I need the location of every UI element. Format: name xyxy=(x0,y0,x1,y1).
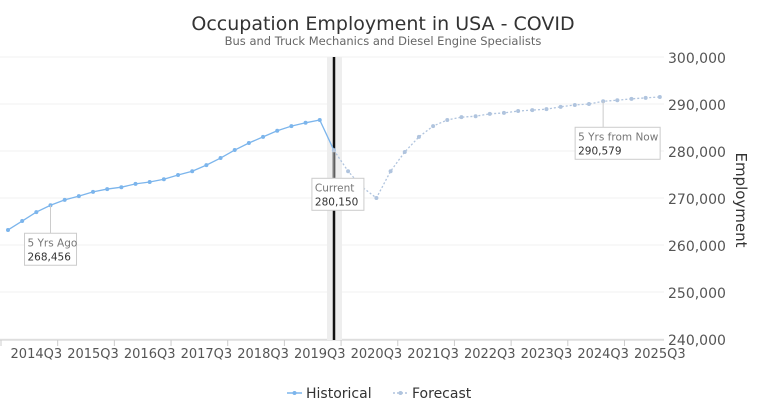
series-line-forecast xyxy=(333,96,660,199)
data-point-historical xyxy=(261,134,266,139)
data-point-historical xyxy=(190,169,195,174)
x-tick-label: 2017Q3 xyxy=(181,347,233,362)
data-point-forecast xyxy=(643,95,648,100)
data-point-historical xyxy=(34,210,39,215)
x-tick-label: 2014Q3 xyxy=(11,347,63,362)
annotation-box xyxy=(311,177,365,211)
y-tick-label: 280,000 xyxy=(668,145,726,161)
data-point-forecast xyxy=(445,117,450,122)
data-point-historical xyxy=(204,163,209,168)
data-point-historical xyxy=(105,187,110,192)
data-point-historical xyxy=(232,148,237,153)
x-tick-label: 2016Q3 xyxy=(124,347,176,362)
data-point-forecast xyxy=(530,108,535,113)
data-point-forecast xyxy=(416,134,421,139)
data-point-historical xyxy=(119,185,124,190)
x-tick-label: 2024Q3 xyxy=(577,347,629,362)
data-point-historical xyxy=(246,141,251,146)
data-point-forecast xyxy=(501,110,506,115)
y-tick-label: 270,000 xyxy=(668,192,726,208)
annotation-value: 290,579 xyxy=(578,145,621,157)
legend-forecast[interactable]: Forecast xyxy=(393,386,472,402)
data-point-forecast xyxy=(431,124,436,129)
data-point-forecast xyxy=(402,149,407,154)
legend-forecast-marker xyxy=(398,391,403,395)
annotation-value: 280,150 xyxy=(315,196,358,208)
legend-forecast-label: Forecast xyxy=(412,386,472,402)
data-point-forecast xyxy=(544,107,549,112)
chart-subtitle: Bus and Truck Mechanics and Diesel Engin… xyxy=(225,34,542,48)
data-point-forecast xyxy=(657,94,662,99)
data-point-forecast xyxy=(572,102,577,107)
data-point-forecast xyxy=(586,102,591,106)
data-point-historical xyxy=(317,117,322,122)
chart-title: Occupation Employment in USA - COVID xyxy=(191,13,574,35)
data-point-historical xyxy=(275,128,280,133)
data-point-forecast xyxy=(615,98,620,103)
y-tick-label: 250,000 xyxy=(668,286,726,302)
y-tick-label: 240,000 xyxy=(668,333,726,349)
legend-historical-label: Historical xyxy=(306,386,372,402)
annotation-box xyxy=(24,232,78,266)
data-point-forecast xyxy=(388,169,393,174)
x-tick-label: 2019Q3 xyxy=(294,347,346,362)
data-point-forecast xyxy=(516,109,521,114)
data-point-historical xyxy=(62,197,67,202)
x-tick-label: 2015Q3 xyxy=(67,347,119,362)
x-tick-label: 2021Q3 xyxy=(407,347,459,362)
data-point-forecast xyxy=(374,196,379,200)
y-tick-label: 300,000 xyxy=(668,51,726,67)
data-point-historical xyxy=(20,219,25,224)
legend-historical[interactable]: Historical xyxy=(287,386,372,402)
data-point-forecast xyxy=(473,114,478,119)
data-point-historical xyxy=(176,172,181,177)
data-point-historical xyxy=(91,189,96,194)
data-point-historical xyxy=(303,120,308,125)
data-point-historical xyxy=(6,227,10,232)
annotation-label: 5 Yrs Ago xyxy=(28,237,78,249)
annotation-box xyxy=(574,126,661,160)
x-tick-label: 2018Q3 xyxy=(237,347,289,362)
data-point-forecast xyxy=(346,169,351,174)
annotation-label: 5 Yrs from Now xyxy=(578,131,659,143)
series-line-historical xyxy=(7,119,335,231)
legend-historical-marker xyxy=(292,391,297,395)
data-point-forecast xyxy=(629,96,634,101)
x-tick-label: 2020Q3 xyxy=(351,347,403,362)
x-tick-label: 2023Q3 xyxy=(521,347,573,362)
data-point-historical xyxy=(161,177,166,182)
data-point-historical xyxy=(218,156,223,161)
y-axis-label: Employment xyxy=(732,152,750,247)
data-point-historical xyxy=(133,181,138,186)
data-point-forecast xyxy=(558,104,563,109)
y-tick-label: 290,000 xyxy=(668,98,726,114)
data-point-forecast xyxy=(459,115,464,120)
data-point-forecast xyxy=(487,111,492,116)
data-point-historical xyxy=(76,194,81,199)
data-point-historical xyxy=(147,180,152,185)
x-tick-label: 2022Q3 xyxy=(464,347,516,362)
y-tick-label: 260,000 xyxy=(668,239,726,255)
x-tick-label: 2025Q3 xyxy=(634,347,686,362)
annotation-value: 268,456 xyxy=(28,251,72,263)
annotation-label: Current xyxy=(315,182,354,194)
data-point-historical xyxy=(289,124,294,129)
